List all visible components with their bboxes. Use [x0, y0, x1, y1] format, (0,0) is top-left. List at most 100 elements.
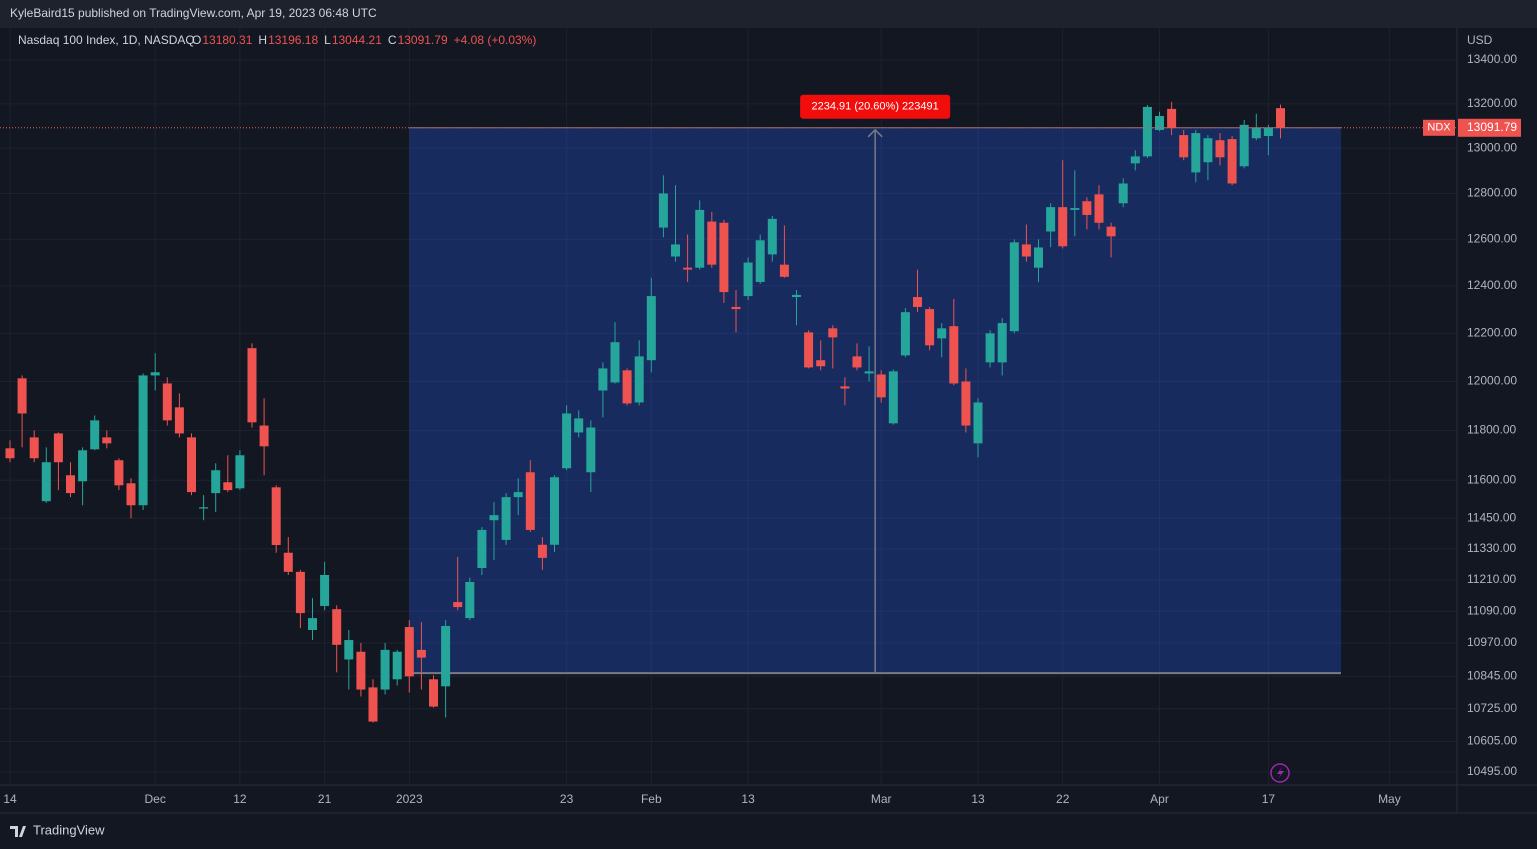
candle-body: [913, 297, 922, 307]
candle-body: [441, 626, 451, 687]
candle-body: [489, 515, 499, 521]
candle-body: [840, 386, 850, 389]
last-price-tag: [1458, 118, 1521, 137]
candle-body: [90, 420, 100, 450]
candle-body: [949, 326, 959, 384]
legend-key: C: [388, 33, 397, 47]
candle-body: [295, 571, 305, 614]
candle-body: [1070, 208, 1080, 210]
candle-body: [695, 209, 705, 268]
candle-body: [888, 371, 898, 424]
candle-body: [320, 574, 330, 607]
legend-value: 13044.21: [332, 33, 382, 47]
candle-body: [1046, 207, 1056, 232]
candle-body: [17, 378, 27, 414]
candle-body: [779, 264, 789, 277]
top-bar: [0, 0, 1537, 28]
y-tick-label: 13000.00: [1467, 140, 1517, 154]
chart-title: Nasdaq 100 Index, 1D, NASDAQ: [18, 33, 195, 47]
candle-body: [1034, 247, 1043, 268]
candle-body: [816, 360, 826, 367]
candle-body: [114, 460, 124, 486]
candle-body: [828, 328, 838, 338]
ohlc-legend: O 13180.31 H 13196.18 L 13044.21 C 13091.79 +4.0…: [192, 33, 536, 47]
candle-body: [332, 609, 342, 645]
candle-body: [1239, 124, 1249, 167]
candle-body: [610, 342, 620, 383]
candle-body: [876, 374, 886, 398]
candle-body: [187, 437, 196, 493]
logo: TradingView: [10, 822, 105, 837]
candle-body: [997, 323, 1007, 363]
y-tick-label: 10725.00: [1467, 701, 1517, 715]
y-tick-label: 10845.00: [1467, 669, 1517, 683]
candle-body: [646, 296, 656, 361]
candle-body: [525, 472, 535, 530]
y-tick-label: 12600.00: [1467, 232, 1517, 246]
candle-body: [1276, 108, 1285, 128]
candle-body: [102, 437, 112, 444]
candle-body: [1167, 108, 1177, 128]
candle-body: [1215, 140, 1225, 158]
measure: 2234.91 (20.60%) 223491: [409, 94, 1341, 675]
measure-label-box: [800, 94, 951, 119]
measure-arrow-head: [867, 128, 883, 138]
candle-body: [586, 427, 596, 473]
x-tick-label: Mar: [871, 792, 892, 806]
candle-body: [453, 602, 463, 608]
y-unit: USD: [1467, 33, 1493, 47]
candle-body: [658, 193, 668, 228]
symbol-label: NDX: [1427, 122, 1451, 134]
candle-body: [392, 651, 402, 680]
candle-body: [126, 483, 136, 506]
candle-body: [1191, 133, 1201, 173]
x-tick-label: 2023: [396, 792, 423, 806]
x-tick-label: 22: [1056, 792, 1070, 806]
logo-mark: [10, 826, 26, 837]
candle-body: [404, 627, 414, 677]
candle-body: [1118, 183, 1128, 204]
candle-body: [78, 450, 88, 482]
candle-body: [150, 372, 160, 376]
candle-body: [138, 375, 148, 506]
candle-body: [5, 448, 15, 459]
candle-body: [1009, 242, 1019, 332]
candle-body: [961, 381, 971, 426]
y-tick-label: 10970.00: [1467, 635, 1517, 649]
y-tick-label: 10605.00: [1467, 734, 1517, 748]
candle-body: [537, 544, 547, 558]
candle-body: [416, 649, 426, 658]
candle-body: [29, 437, 39, 459]
y-tick-label: 13200.00: [1467, 96, 1517, 110]
candle-body: [634, 356, 644, 403]
event-icon[interactable]: [1270, 763, 1290, 783]
candles: [5, 101, 1285, 723]
candle-body: [344, 640, 354, 660]
candle-body: [356, 651, 366, 690]
candle-body: [1179, 135, 1189, 158]
candle-body: [1106, 226, 1116, 237]
candle-body: [731, 306, 741, 310]
candle-body: [174, 407, 184, 434]
candle-body: [247, 348, 257, 423]
last-price-label: 13091.79: [1467, 120, 1517, 134]
x-tick-label: Apr: [1150, 792, 1169, 806]
candle-body: [162, 383, 172, 421]
candle-body: [671, 244, 680, 257]
candle-body: [1263, 127, 1273, 136]
candle-body: [598, 368, 608, 391]
y-tick-label: 11090.00: [1467, 603, 1516, 617]
candle-body: [925, 309, 935, 346]
candle-body: [66, 475, 75, 494]
legend-key: H: [258, 33, 267, 47]
candle-body: [41, 462, 51, 502]
y-tick-label: 11450.00: [1467, 510, 1516, 524]
candle-body: [223, 482, 233, 491]
candle-body: [1142, 106, 1152, 157]
x-tick-label: Dec: [145, 792, 166, 806]
brand: TradingView: [33, 822, 105, 837]
candle-body: [767, 218, 777, 255]
